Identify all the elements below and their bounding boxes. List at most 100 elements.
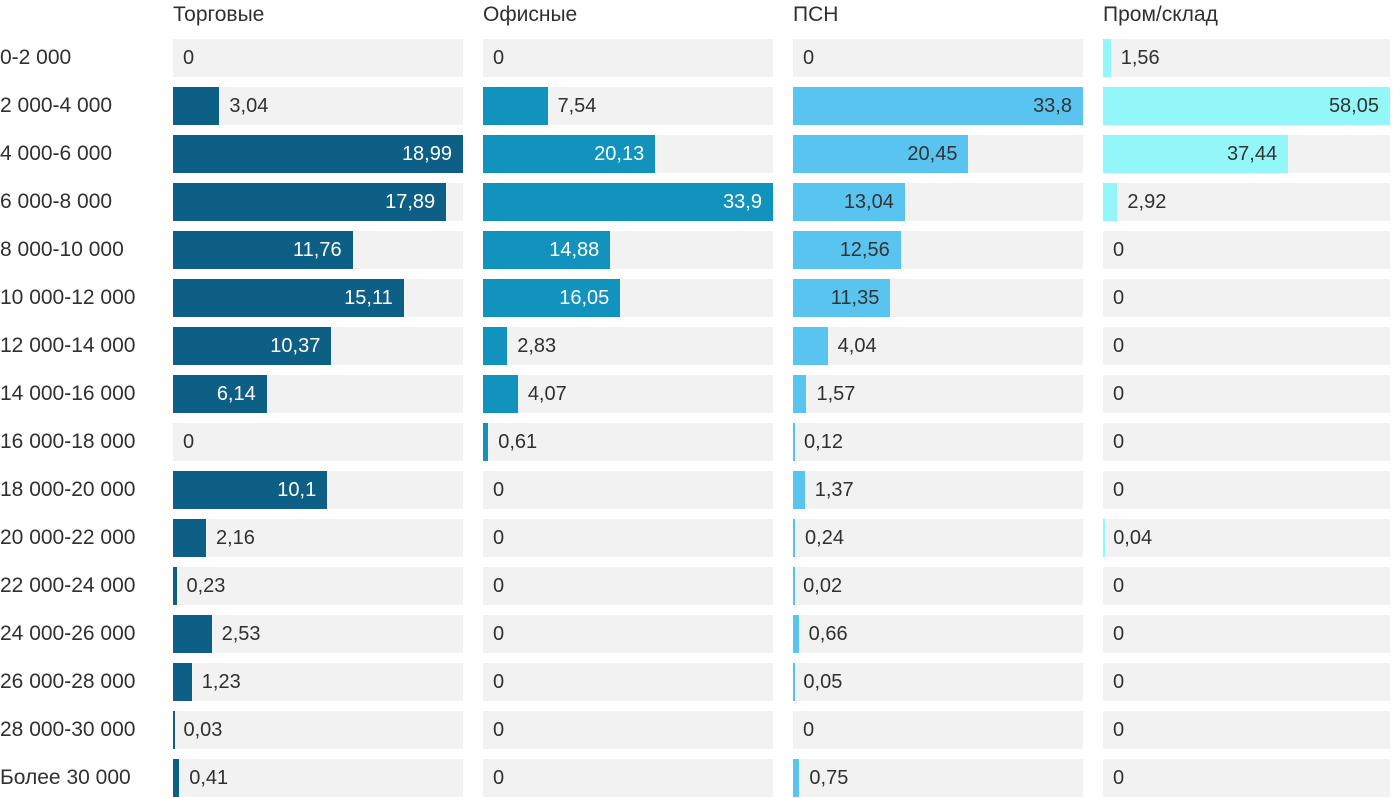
bar bbox=[173, 87, 220, 125]
bar-track: 0,75 bbox=[793, 759, 1083, 797]
row-label: Более 30 000 bbox=[0, 766, 131, 789]
chart-row: 24 000-26 000 2,53 0 0,66 0 bbox=[0, 615, 1390, 653]
value-label: 0 bbox=[183, 47, 195, 69]
value-label: 0 bbox=[1113, 719, 1125, 741]
bar-track: 14,88 bbox=[483, 231, 773, 269]
bar-track: 7,54 bbox=[483, 87, 773, 125]
bar-track: 0 bbox=[1103, 759, 1390, 797]
value-label: 58,05 bbox=[1328, 95, 1379, 117]
bar-track: 0 bbox=[483, 615, 773, 653]
value-label: 0 bbox=[1113, 383, 1125, 405]
value-label: 0,03 bbox=[183, 719, 223, 741]
row-label: 2 000-4 000 bbox=[0, 94, 113, 117]
value-label: 0 bbox=[1113, 287, 1125, 309]
bar-track: 3,04 bbox=[173, 87, 463, 125]
bar-track: 0,05 bbox=[793, 663, 1083, 701]
bar bbox=[793, 519, 796, 557]
value-label: 1,23 bbox=[201, 671, 241, 693]
bar-track: 13,04 bbox=[793, 183, 1083, 221]
value-label: 18,99 bbox=[401, 143, 452, 165]
row-label: 10 000-12 000 bbox=[0, 286, 136, 309]
row-label: 12 000-14 000 bbox=[0, 334, 136, 357]
value-label: 0 bbox=[183, 431, 195, 453]
bar: 10,1 bbox=[173, 471, 328, 509]
bar: 12,56 bbox=[793, 231, 901, 269]
value-label: 0 bbox=[493, 47, 505, 69]
row-label: 28 000-30 000 bbox=[0, 718, 136, 741]
value-label: 0,23 bbox=[186, 575, 226, 597]
bar-track: 2,83 bbox=[483, 327, 773, 365]
value-label: 0 bbox=[493, 479, 505, 501]
bar bbox=[483, 423, 489, 461]
chart-row: 10 000-12 000 15,11 16,05 11,35 0 bbox=[0, 279, 1390, 317]
value-label: 10,1 bbox=[277, 479, 317, 501]
chart-row: 28 000-30 000 0,03 0 0 0 bbox=[0, 711, 1390, 749]
value-label: 4,07 bbox=[527, 383, 567, 405]
value-label: 3,04 bbox=[229, 95, 269, 117]
bar: 33,9 bbox=[483, 183, 773, 221]
bar-track: 0,66 bbox=[793, 615, 1083, 653]
chart-row: Более 30 000 0,41 0 0,75 0 bbox=[0, 759, 1390, 797]
column-header-1: Торговые bbox=[173, 3, 265, 26]
bar-track: 18,99 bbox=[173, 135, 463, 173]
bar-track: 0 bbox=[1103, 615, 1390, 653]
bar bbox=[793, 375, 807, 413]
value-label: 2,92 bbox=[1127, 191, 1167, 213]
bar-track: 0,23 bbox=[173, 567, 463, 605]
bar: 15,11 bbox=[173, 279, 404, 317]
value-label: 0,05 bbox=[803, 671, 843, 693]
bar: 10,37 bbox=[173, 327, 332, 365]
row-label: 0-2 000 bbox=[0, 46, 72, 69]
column-header-2: Офисные bbox=[483, 3, 578, 26]
value-label: 16,05 bbox=[559, 287, 610, 309]
value-label: 12,56 bbox=[839, 239, 890, 261]
bar-track: 0,41 bbox=[173, 759, 463, 797]
bar bbox=[793, 759, 800, 797]
chart-row: 0-2 000 0 0 0 1,56 bbox=[0, 39, 1390, 77]
value-label: 1,56 bbox=[1120, 47, 1160, 69]
bar-track: 1,56 bbox=[1103, 39, 1390, 77]
bar bbox=[1103, 183, 1118, 221]
value-label: 0 bbox=[493, 623, 505, 645]
value-label: 20,13 bbox=[594, 143, 645, 165]
value-label: 0 bbox=[493, 671, 505, 693]
column-header-4: Пром/склад bbox=[1103, 3, 1218, 26]
bar-track: 0,04 bbox=[1103, 519, 1390, 557]
value-label: 33,9 bbox=[723, 191, 762, 213]
bar-track: 11,35 bbox=[793, 279, 1083, 317]
chart-row: 16 000-18 000 0 0,61 0,12 0 bbox=[0, 423, 1390, 461]
value-label: 17,89 bbox=[385, 191, 436, 213]
row-label: 16 000-18 000 bbox=[0, 430, 136, 453]
bar-track: 37,44 bbox=[1103, 135, 1390, 173]
bar-track: 11,76 bbox=[173, 231, 463, 269]
value-label: 0 bbox=[803, 47, 815, 69]
bar-track: 1,57 bbox=[793, 375, 1083, 413]
bar: 20,45 bbox=[793, 135, 969, 173]
bar bbox=[173, 759, 180, 797]
value-label: 0 bbox=[493, 767, 505, 789]
value-label: 33,8 bbox=[1033, 95, 1072, 117]
bar-track: 0 bbox=[1103, 231, 1390, 269]
value-label: 2,53 bbox=[221, 623, 261, 645]
value-label: 11,76 bbox=[293, 239, 342, 261]
chart-row: 2 000-4 000 3,04 7,54 33,8 58,05 bbox=[0, 87, 1390, 125]
value-label: 0,66 bbox=[808, 623, 848, 645]
bar-track: 6,14 bbox=[173, 375, 463, 413]
bar bbox=[793, 663, 795, 701]
bar-track: 0 bbox=[1103, 279, 1390, 317]
row-label: 24 000-26 000 bbox=[0, 622, 136, 645]
bar-track: 58,05 bbox=[1103, 87, 1390, 125]
value-label: 11,35 bbox=[830, 287, 880, 309]
bar-track: 0 bbox=[793, 711, 1083, 749]
chart-header-row: Торговые Офисные ПСН Пром/склад bbox=[0, 0, 1390, 29]
bar-track: 0 bbox=[483, 39, 773, 77]
bar-track: 4,07 bbox=[483, 375, 773, 413]
bar bbox=[173, 567, 177, 605]
value-label: 20,45 bbox=[907, 143, 958, 165]
value-label: 0 bbox=[1113, 671, 1125, 693]
bar-track: 0,02 bbox=[793, 567, 1083, 605]
bar bbox=[173, 615, 212, 653]
bar-track: 0 bbox=[483, 519, 773, 557]
bar-track: 10,1 bbox=[173, 471, 463, 509]
bar-track: 0 bbox=[1103, 663, 1390, 701]
